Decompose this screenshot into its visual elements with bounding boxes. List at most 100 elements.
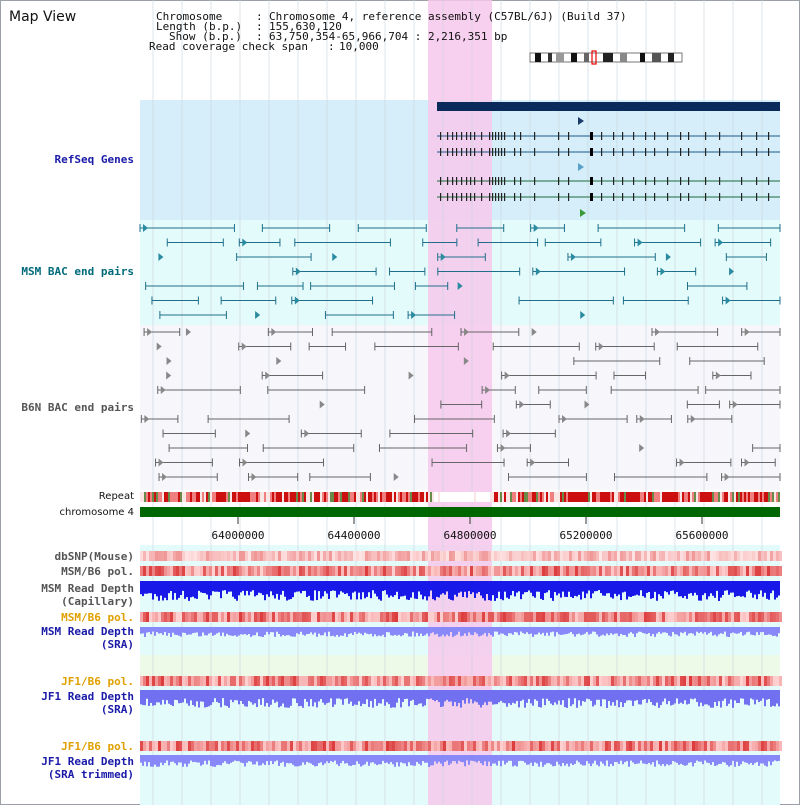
heat-cell [635, 676, 638, 686]
read-depth-bar [400, 581, 402, 597]
read-depth-bar [572, 627, 574, 635]
track-label-msm-bac[interactable]: MSM BAC end pairs [21, 265, 134, 278]
repeat-segment [520, 492, 522, 502]
read-depth-bar [390, 581, 392, 596]
heat-cell [140, 551, 143, 561]
read-depth-bar [338, 690, 340, 699]
read-depth-bar [360, 627, 362, 634]
heat-cell [287, 551, 290, 561]
read-depth-bar [778, 690, 780, 707]
heat-cell [158, 612, 161, 622]
track-label-msm-depth-capillary[interactable]: MSM Read Depth (Capillary) [41, 582, 134, 608]
read-depth-bar [658, 581, 660, 595]
heat-cell [557, 551, 560, 561]
track-label-refseq-genes[interactable]: RefSeq Genes [54, 153, 134, 166]
read-depth-bar [270, 627, 272, 633]
read-depth-bar [386, 581, 388, 595]
repeat-segment [312, 492, 314, 502]
heat-cell [692, 551, 695, 561]
heat-cell [293, 741, 296, 751]
read-depth-bar [150, 627, 152, 635]
read-depth-bar [604, 581, 606, 596]
repeat-segment [304, 492, 306, 502]
heat-cell [272, 676, 275, 686]
heat-cell [743, 551, 746, 561]
read-depth-bar [756, 755, 758, 762]
heat-cell [569, 741, 572, 751]
read-depth-bar [648, 755, 650, 763]
repeat-segment [480, 492, 482, 502]
read-depth-bar [414, 581, 416, 599]
heat-cell [323, 612, 326, 622]
track-label-jf1-b6-pol-2[interactable]: JF1/B6 pol. [61, 740, 134, 753]
read-depth-bar [492, 755, 494, 764]
track-label-msm-b6-pol-2[interactable]: MSM/B6 pol. [61, 611, 134, 624]
heat-cell [392, 566, 395, 576]
gene-exon [633, 177, 635, 185]
read-depth-bar [628, 690, 630, 701]
gene-exon [654, 177, 656, 185]
heat-cell [281, 566, 284, 576]
track-label-msm-depth-sra[interactable]: MSM Read Depth (SRA) [41, 625, 134, 651]
read-depth-bar [626, 690, 628, 701]
heat-cell [182, 566, 185, 576]
read-depth-bar [612, 581, 614, 599]
heat-cell [692, 676, 695, 686]
heat-cell [164, 566, 167, 576]
gene-exon [680, 132, 682, 140]
track-label-jf1-depth-trimmed[interactable]: JF1 Read Depth (SRA trimmed) [41, 755, 134, 781]
repeat-segment [310, 492, 312, 502]
heat-cell [374, 676, 377, 686]
read-depth-bar [304, 690, 306, 699]
repeat-segment [282, 492, 284, 502]
read-depth-bar [220, 755, 222, 766]
read-depth-bar [738, 755, 740, 767]
repeat-segment [504, 492, 506, 502]
heat-cell [389, 551, 392, 561]
heat-cell [428, 566, 431, 576]
heat-cell [587, 612, 590, 622]
heat-cell [347, 612, 350, 622]
read-depth-bar [450, 690, 452, 702]
heat-cell [728, 551, 731, 561]
heat-cell [413, 676, 416, 686]
read-depth-bar [578, 690, 580, 701]
read-depth-bar [314, 755, 316, 767]
track-label-dbsnp[interactable]: dbSNP(Mouse) [54, 550, 134, 563]
repeat-segment [542, 492, 544, 502]
read-depth-bar [442, 581, 444, 594]
heat-cell [740, 551, 743, 561]
heat-cell [518, 676, 521, 686]
heat-cell [539, 551, 542, 561]
heat-cell [548, 566, 551, 576]
gene-exon [481, 193, 483, 201]
heat-cell [530, 566, 533, 576]
heat-cell [314, 566, 317, 576]
read-depth-bar [504, 690, 506, 704]
gene-exon [558, 132, 560, 140]
read-depth-bar [708, 690, 710, 706]
read-depth-bar [400, 690, 402, 708]
read-depth-bar [262, 627, 264, 637]
heat-cell [542, 741, 545, 751]
repeat-segment [698, 492, 700, 502]
gene-exon [568, 177, 570, 185]
track-label-jf1-depth-sra[interactable]: JF1 Read Depth (SRA) [41, 690, 134, 716]
heat-cell [242, 551, 245, 561]
read-depth-bar [690, 627, 692, 633]
repeat-segment [214, 492, 216, 502]
repeat-segment [584, 492, 586, 502]
repeat-segment [216, 492, 218, 502]
track-label-b6n-bac[interactable]: B6N BAC end pairs [21, 401, 134, 414]
heat-cell [293, 551, 296, 561]
track-label-jf1-b6-pol-1[interactable]: JF1/B6 pol. [61, 675, 134, 688]
read-depth-bar [682, 755, 684, 765]
track-label-msm-b6-pol-1[interactable]: MSM/B6 pol. [61, 565, 134, 578]
heat-cell [524, 551, 527, 561]
read-depth-bar [386, 755, 388, 763]
heat-cell [653, 741, 656, 751]
read-depth-bar [696, 690, 698, 702]
read-depth-bar [164, 690, 166, 705]
heat-cell [362, 676, 365, 686]
heat-cell [305, 676, 308, 686]
